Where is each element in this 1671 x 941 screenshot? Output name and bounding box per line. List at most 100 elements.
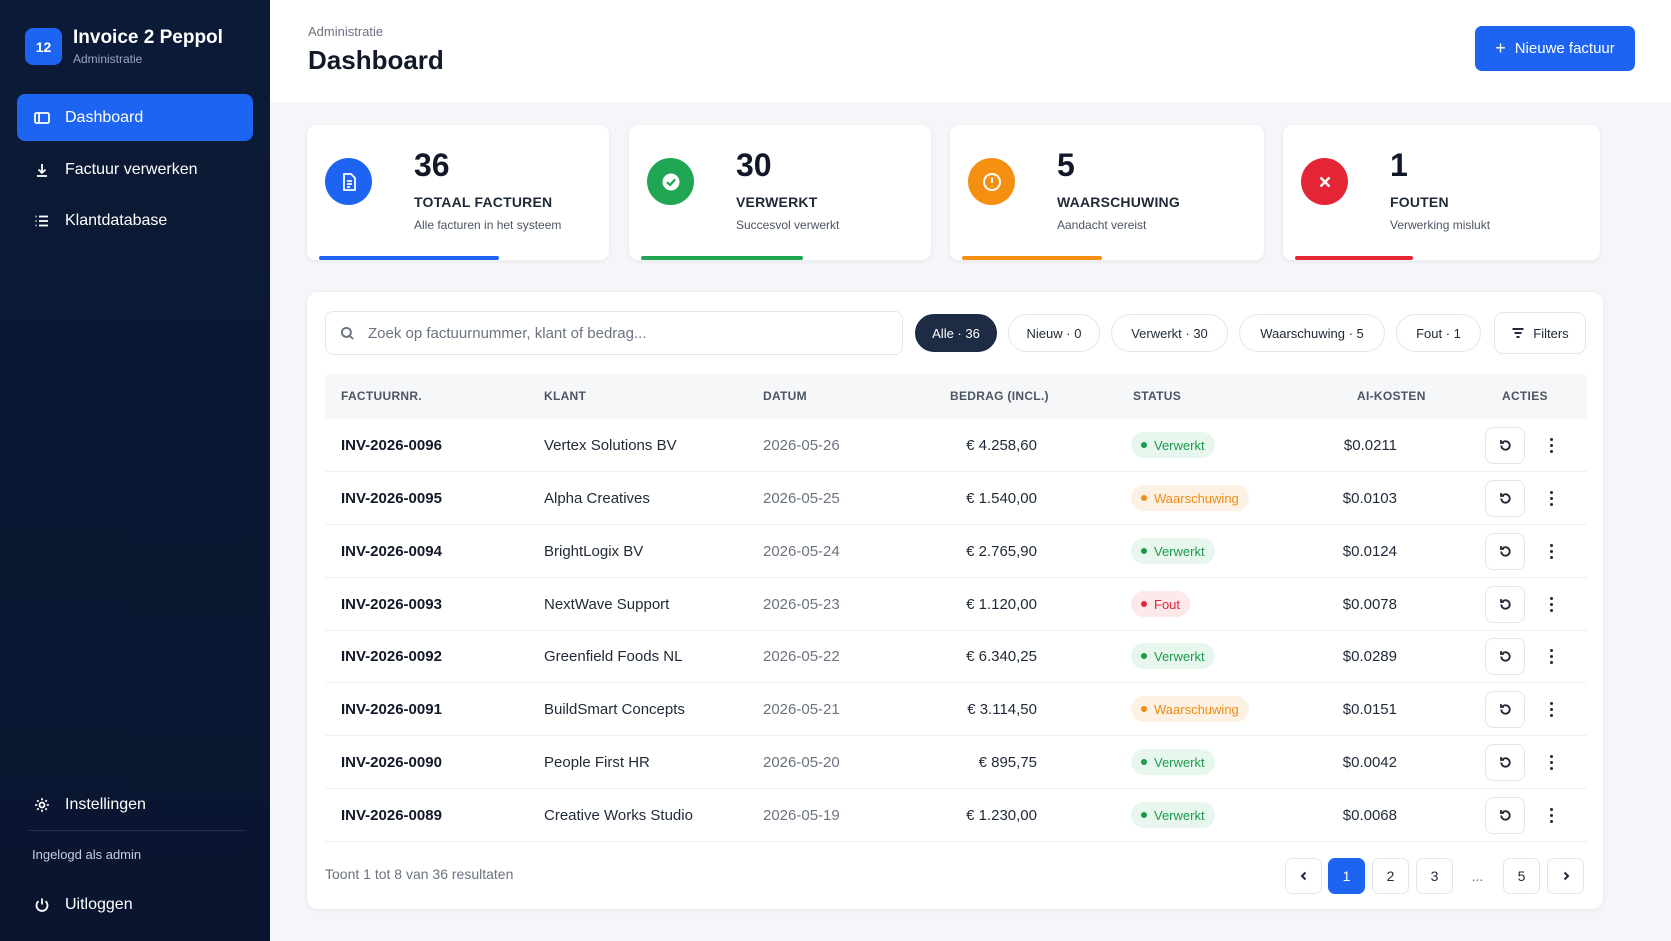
brand-subtitle: Administratie (73, 52, 143, 66)
more-actions-button[interactable] (1541, 589, 1561, 619)
dot (1549, 701, 1553, 705)
sidebar-item-label: Uitloggen (65, 895, 133, 913)
client-name: NextWave Support (544, 595, 670, 613)
invoice-number[interactable]: INV-2026-0093 (341, 595, 442, 613)
filter-chip-verwerkt[interactable]: Verwerkt · 30 (1111, 314, 1228, 352)
table-row[interactable]: INV-2026-0096 Vertex Solutions BV 2026-05-… (325, 419, 1587, 472)
breadcrumb[interactable]: Administratie (308, 24, 384, 39)
invoice-amount: € 1.540,00 (966, 489, 1037, 507)
status-cell: Verwerkt (1131, 789, 1215, 841)
table-row[interactable]: INV-2026-0091 BuildSmart Concepts 2026-05-… (325, 683, 1587, 736)
stat-bar (962, 256, 1102, 260)
pagination-page-5[interactable]: 5 (1503, 858, 1540, 894)
sidebar-item-uitloggen[interactable]: Uitloggen (17, 881, 253, 928)
error-icon (1301, 158, 1348, 205)
filters-button[interactable]: Filters (1494, 312, 1586, 354)
filter-chip-waarschuwing[interactable]: Waarschuwing · 5 (1239, 314, 1385, 352)
table-row[interactable]: INV-2026-0092 Greenfield Foods NL 2026-05-… (325, 630, 1587, 683)
ai-cost: $0.0042 (1342, 753, 1397, 771)
table-row[interactable]: INV-2026-0089 Creative Works Studio 2026-0… (325, 789, 1587, 842)
refresh-icon (1499, 651, 1511, 662)
status-badge: Verwerkt (1131, 432, 1215, 458)
pagination-next-button[interactable] (1547, 858, 1584, 894)
dot (1549, 654, 1553, 658)
brand: 12 Invoice 2 Peppol Administratie (25, 27, 223, 66)
invoice-number[interactable]: INV-2026-0091 (341, 700, 442, 718)
pagination-prev-button[interactable] (1285, 858, 1322, 894)
column-header-amount[interactable]: BEDRAG (INCL.) (950, 389, 1049, 403)
sidebar-item-factuur-verwerken[interactable]: Factuur verwerken (17, 146, 253, 193)
stat-label: WAARSCHUWING (1057, 194, 1180, 210)
client-name: BuildSmart Concepts (544, 700, 685, 718)
table-row[interactable]: INV-2026-0090 People First HR 2026-05-20 € … (325, 736, 1587, 789)
invoice-number[interactable]: INV-2026-0092 (341, 647, 442, 665)
stat-description: Alle facturen in het systeem (414, 218, 562, 232)
sidebar-item-label: Instellingen (65, 795, 146, 813)
dot (1549, 496, 1553, 500)
more-actions-button[interactable] (1541, 483, 1561, 513)
reprocess-button[interactable] (1485, 691, 1525, 728)
stat-value: 1 (1390, 147, 1408, 183)
filters-label: Filters (1533, 325, 1569, 341)
status-badge: Verwerkt (1131, 643, 1215, 669)
table-row[interactable]: INV-2026-0093 NextWave Support 2026-05-23 €… (325, 578, 1587, 631)
download-icon (33, 161, 51, 179)
dot (1549, 555, 1553, 559)
status-cell: Waarschuwing (1131, 683, 1249, 735)
reprocess-button[interactable] (1485, 427, 1525, 464)
column-header-ai-cost[interactable]: AI-KOSTEN (1357, 389, 1426, 403)
status-label: Fout (1154, 596, 1181, 612)
sidebar-item-dashboard[interactable]: Dashboard (17, 94, 253, 141)
column-header-date[interactable]: DATUM (763, 389, 807, 403)
column-header-client[interactable]: KLANT (544, 389, 587, 403)
reprocess-button[interactable] (1485, 533, 1525, 570)
results-count: Toont 1 tot 8 van 36 resultaten (325, 866, 514, 882)
more-actions-button[interactable] (1541, 747, 1561, 777)
more-actions-button[interactable] (1541, 536, 1561, 566)
invoice-date: 2026-05-25 (763, 489, 840, 507)
invoice-number[interactable]: INV-2026-0094 (341, 542, 442, 560)
search-input[interactable] (368, 324, 888, 342)
invoice-date: 2026-05-22 (763, 647, 840, 665)
invoice-number[interactable]: INV-2026-0095 (341, 489, 442, 507)
table-row[interactable]: INV-2026-0094 BrightLogix BV 2026-05-24 € 2… (325, 525, 1587, 578)
reprocess-button[interactable] (1485, 480, 1525, 517)
status-badge: Verwerkt (1131, 749, 1215, 775)
status-dot (1141, 548, 1147, 554)
invoice-number[interactable]: INV-2026-0090 (341, 753, 442, 771)
filter-chip-alle[interactable]: Alle · 36 (915, 314, 997, 352)
status-cell: Verwerkt (1131, 630, 1215, 682)
dot (1549, 754, 1553, 758)
sidebar-item-label: Factuur verwerken (65, 160, 198, 178)
reprocess-button[interactable] (1485, 797, 1525, 834)
search-box[interactable] (325, 311, 903, 355)
table-row[interactable]: INV-2026-0095 Alpha Creatives 2026-05-25 € … (325, 472, 1587, 525)
more-actions-button[interactable] (1541, 430, 1561, 460)
column-header-invoice[interactable]: FACTUURNR. (341, 389, 422, 403)
status-label: Waarschuwing (1154, 701, 1239, 717)
reprocess-button[interactable] (1485, 638, 1525, 675)
check-icon (647, 158, 694, 205)
more-actions-button[interactable] (1541, 800, 1561, 830)
invoice-number[interactable]: INV-2026-0096 (341, 436, 442, 454)
pagination-page-2[interactable]: 2 (1372, 858, 1409, 894)
reprocess-button[interactable] (1485, 586, 1525, 623)
status-label: Waarschuwing (1154, 490, 1239, 506)
more-actions-button[interactable] (1541, 641, 1561, 671)
more-actions-button[interactable] (1541, 694, 1561, 724)
new-invoice-label: Nieuwe factuur (1514, 40, 1615, 57)
invoice-number[interactable]: INV-2026-0089 (341, 806, 442, 824)
stat-card-processed: 30 VERWERKT Succesvol verwerkt (628, 124, 932, 261)
sidebar-item-instellingen[interactable]: Instellingen (17, 781, 253, 828)
reprocess-button[interactable] (1485, 744, 1525, 781)
filter-chip-nieuw[interactable]: Nieuw · 0 (1008, 314, 1100, 352)
filter-chip-fout[interactable]: Fout · 1 (1396, 314, 1481, 352)
new-invoice-button[interactable]: + Nieuwe factuur (1475, 26, 1635, 71)
status-cell: Waarschuwing (1131, 472, 1249, 524)
column-header-status[interactable]: STATUS (1133, 389, 1182, 403)
dot (1549, 648, 1553, 652)
brand-logo: 12 (25, 28, 62, 65)
pagination-page-1[interactable]: 1 (1328, 858, 1365, 894)
pagination-page-3[interactable]: 3 (1416, 858, 1453, 894)
sidebar-item-klantdatabase[interactable]: Klantdatabase (17, 197, 253, 244)
